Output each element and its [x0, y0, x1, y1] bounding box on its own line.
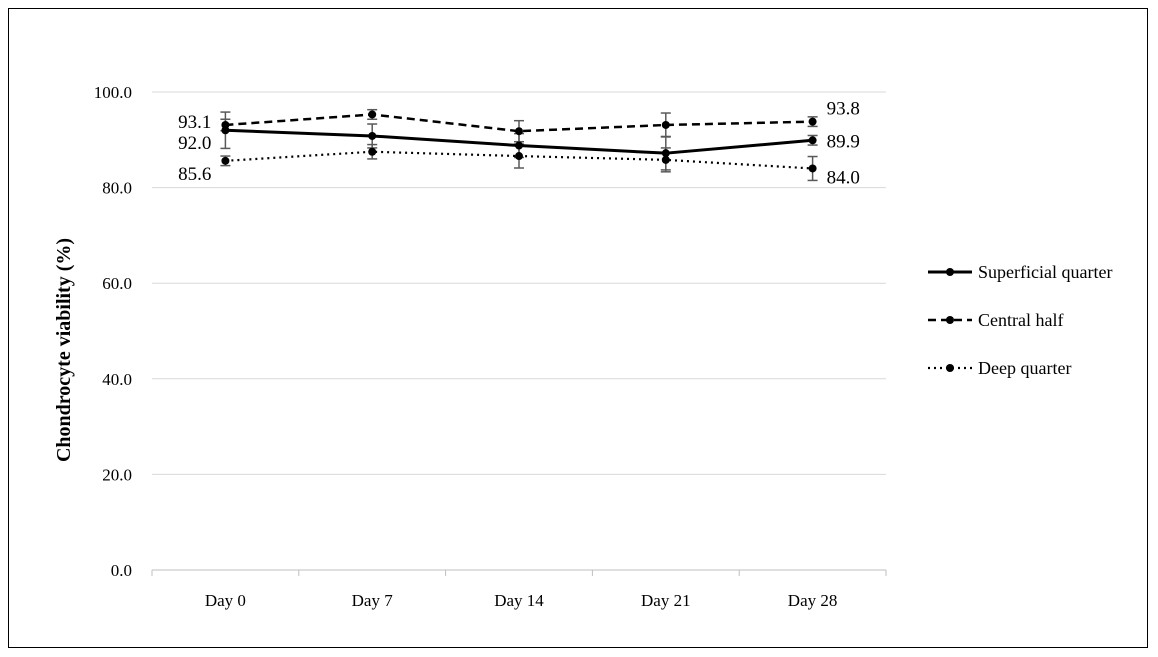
data-point — [808, 117, 817, 126]
x-tick-label: Day 7 — [352, 591, 394, 610]
y-tick-label: 100.0 — [94, 83, 132, 102]
axes — [151, 569, 887, 576]
legend-entry: Central half — [978, 310, 1063, 330]
chart-frame — [8, 8, 1148, 648]
series-points — [221, 110, 817, 173]
data-label: 85.6 — [178, 164, 211, 185]
legend-entry: Deep quarter — [978, 358, 1071, 378]
gridlines — [152, 91, 886, 475]
data-labels: 92.0 89.9 93.1 93.8 85.6 84.0 — [178, 99, 860, 189]
y-axis-label: Chondrocyte viability (%) — [53, 238, 75, 462]
x-tick-label: Day 0 — [205, 591, 246, 610]
data-label: 93.8 — [827, 99, 860, 120]
data-point — [221, 120, 230, 129]
y-tick-label: 60.0 — [102, 274, 132, 293]
data-point — [808, 164, 817, 173]
data-point — [808, 136, 817, 145]
y-tick-label: 20.0 — [102, 465, 132, 484]
legend-marker — [946, 364, 954, 372]
x-tick-label: Day 28 — [788, 591, 838, 610]
data-point — [515, 152, 523, 161]
data-label: 93.1 — [178, 112, 211, 133]
data-label: 89.9 — [827, 131, 860, 152]
data-point — [515, 141, 523, 150]
data-point — [515, 127, 523, 136]
y-tick-label: 40.0 — [102, 370, 132, 389]
data-label: 84.0 — [827, 167, 860, 188]
data-point — [368, 131, 377, 140]
data-point — [661, 149, 670, 158]
x-tick-label: Day 21 — [641, 591, 691, 610]
legend-marker — [946, 268, 954, 276]
data-point — [661, 155, 670, 164]
legend-marker — [946, 316, 954, 324]
legend-entry: Superficial quarter — [978, 262, 1112, 282]
data-point — [368, 147, 377, 156]
y-tick-label: 80.0 — [102, 179, 132, 198]
x-tick-label: Day 14 — [494, 591, 544, 610]
data-point — [661, 120, 670, 129]
legend: Superficial quarter Central half Deep quar… — [928, 262, 1112, 378]
y-tick-label: 0.0 — [111, 561, 132, 580]
data-label: 92.0 — [178, 133, 211, 154]
x-tick-labels: Day 0 Day 7 Day 14 Day 21 Day 28 — [205, 591, 838, 610]
data-point — [221, 156, 230, 165]
data-point — [368, 110, 377, 119]
y-tick-labels: 0.0 20.0 40.0 60.0 80.0 100.0 — [94, 83, 132, 580]
series-line — [225, 113, 813, 133]
